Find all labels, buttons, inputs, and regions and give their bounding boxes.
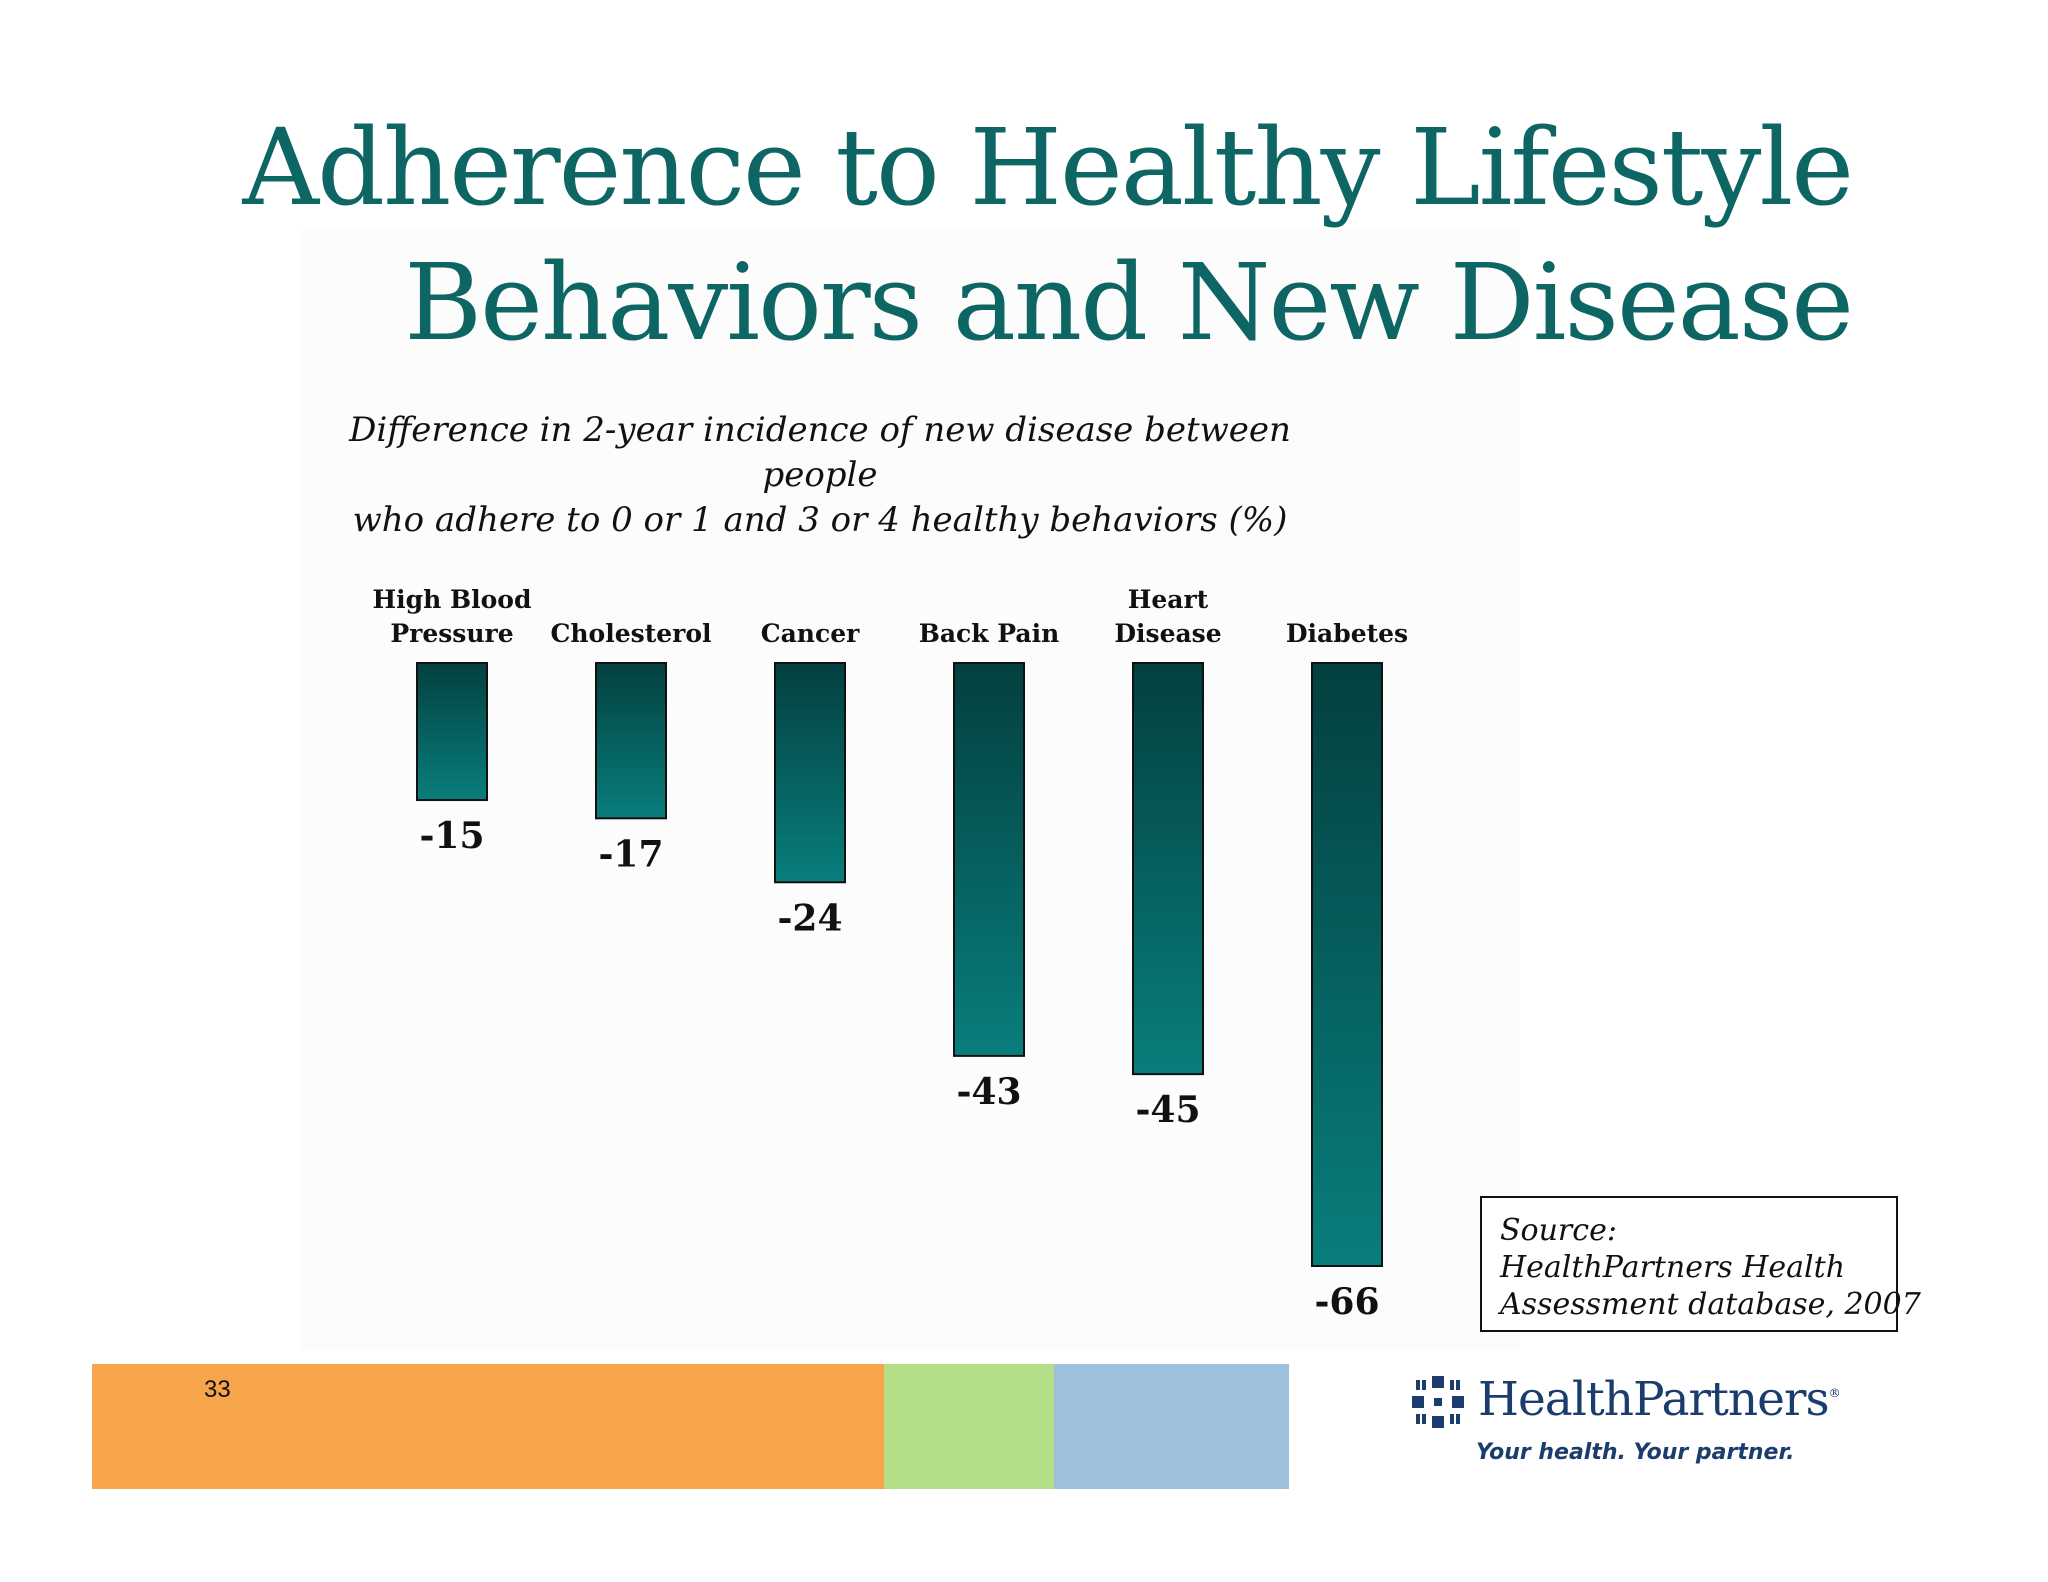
data-label-3: -43	[956, 1071, 1021, 1113]
data-label-0: -15	[419, 815, 484, 857]
chart-subtitle: Difference in 2-year incidence of new di…	[300, 408, 1340, 543]
source-line-2: HealthPartners Health	[1500, 1250, 1846, 1285]
bar-3	[953, 662, 1025, 1057]
footer-band-orange	[92, 1364, 884, 1489]
category-label-3-0: Back Pain	[919, 619, 1060, 648]
healthpartners-logo-icon	[1412, 1376, 1464, 1428]
bar-5	[1311, 662, 1383, 1267]
logo-wordmark-text: HealthPartners	[1478, 1372, 1830, 1427]
bar-4	[1132, 662, 1204, 1076]
category-label-4-0: Heart	[1128, 585, 1209, 614]
footer-band-green	[884, 1364, 1054, 1489]
data-label-2: -24	[777, 897, 842, 939]
category-label-5-0: Diabetes	[1286, 619, 1408, 648]
source-box: Source: HealthPartners Health Assessment…	[1480, 1196, 1921, 1332]
chart-subtitle-line-1: Difference in 2-year incidence of new di…	[349, 410, 1291, 495]
source-line-1: Source:	[1500, 1213, 1617, 1248]
data-label-5: -66	[1314, 1281, 1379, 1323]
bar-2	[774, 662, 846, 884]
slide-title-line-1: Adherence to Healthy Lifestyle	[242, 106, 1854, 229]
footer-band-blue	[1054, 1364, 1289, 1489]
source-line-3: Assessment database, 2007	[1500, 1287, 1921, 1322]
category-label-0-1: Pressure	[390, 619, 513, 648]
bar-1	[595, 662, 667, 820]
healthpartners-logo: HealthPartners® Your health. Your partne…	[1412, 1372, 1841, 1482]
category-label-0-0: High Blood	[373, 585, 532, 614]
bar-group: -15 High Blood Pressure -17 Cholesterol -24 Ca…	[373, 585, 1409, 1323]
category-label-2-0: Cancer	[761, 619, 860, 648]
chart-subtitle-line-2: who adhere to 0 or 1 and 3 or 4 healthy …	[352, 500, 1288, 540]
registered-mark: ®	[1828, 1386, 1841, 1400]
logo-tagline: Your health. Your partner.	[1476, 1440, 1795, 1465]
category-label-4-1: Disease	[1114, 619, 1221, 648]
page-number: 33	[204, 1376, 231, 1403]
data-label-1: -17	[598, 833, 663, 875]
category-label-1-0: Cholesterol	[550, 619, 711, 648]
slide-title-line-2: Behaviors and New Disease	[404, 241, 1854, 364]
slide-title: Adherence to Healthy Lifestyle Behaviors…	[0, 100, 1854, 370]
bar-0	[416, 662, 488, 802]
logo-wordmark: HealthPartners®	[1478, 1372, 1841, 1427]
data-label-4: -45	[1135, 1089, 1200, 1131]
